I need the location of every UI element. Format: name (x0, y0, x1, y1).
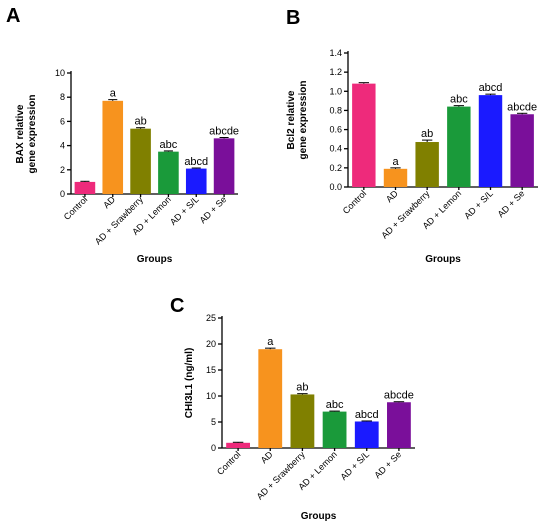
y-tick-label: 1.2 (329, 67, 342, 77)
category-label: Control (215, 449, 243, 477)
y-axis-title: BAX relative (15, 104, 26, 163)
y-tick-label: 5 (211, 417, 216, 427)
y-tick-label: 15 (206, 365, 216, 375)
bar (354, 421, 379, 448)
category-label: AD (259, 449, 275, 465)
significance-label: abcde (209, 125, 239, 137)
y-tick-label: 0.4 (329, 144, 342, 154)
chart-bcl2: 0.0 0.2 0.4 0.6 0.8 1.0 1.2 1.4 Control a AD ab AD +… (286, 48, 538, 265)
significance-label: abcd (355, 409, 379, 421)
category-label: AD + Se (198, 194, 229, 225)
bar (258, 349, 283, 448)
y-tick-label: 10 (55, 68, 65, 78)
x-axis-title: Groups (425, 254, 461, 265)
category-label: AD + S/L (462, 188, 495, 221)
category-label: AD (101, 194, 117, 210)
significance-label: a (267, 336, 274, 348)
bar (352, 83, 376, 187)
bar (322, 411, 347, 448)
significance-label: abcde (507, 101, 537, 113)
bar (290, 394, 315, 448)
bar (510, 114, 534, 187)
y-tick-label: 0.2 (329, 163, 342, 173)
y-tick-label: 6 (60, 116, 65, 126)
significance-label: a (392, 156, 399, 168)
panel-c-letter: C (170, 295, 184, 317)
bar (74, 181, 96, 194)
y-tick-label: 0 (60, 189, 65, 199)
y-tick-label: 0.6 (329, 125, 342, 135)
x-axis-title: Groups (137, 254, 173, 265)
y-tick-label: 8 (60, 92, 65, 102)
category-label: AD + Se (372, 449, 403, 480)
category-label: Control (62, 194, 90, 222)
y-axis-title: gene expression (27, 95, 38, 174)
significance-label: abc (326, 399, 344, 411)
bar (158, 151, 179, 194)
significance-label: abcd (184, 156, 208, 168)
y-axis-title: gene expression (298, 81, 309, 160)
panel-b-letter: B (286, 7, 300, 29)
significance-label: a (110, 88, 117, 100)
y-tick-label: 25 (206, 313, 216, 323)
bar (226, 442, 250, 448)
y-tick-label: 1.0 (329, 86, 342, 96)
bar (447, 106, 471, 187)
y-tick-label: 0.0 (329, 182, 342, 192)
bar (102, 100, 124, 194)
significance-label: ab (134, 116, 146, 128)
bar (213, 138, 235, 194)
category-label: AD (384, 188, 400, 204)
panel-a-letter: A (6, 5, 20, 27)
bar (383, 168, 408, 187)
category-label: AD + Srawberry (93, 194, 146, 247)
y-axis-title: CHI3L1 (ng/ml) (184, 348, 195, 419)
category-label: AD + Se (496, 188, 527, 219)
significance-label: abc (450, 94, 468, 106)
y-tick-label: 2 (60, 165, 65, 175)
y-tick-label: 1.4 (329, 48, 342, 58)
y-axis-title: Bcl2 relative (286, 90, 297, 149)
y-tick-label: 20 (206, 339, 216, 349)
significance-label: abcde (384, 390, 414, 402)
category-label: AD + S/L (168, 194, 201, 227)
category-label: AD + S/L (338, 449, 371, 482)
bar (478, 95, 503, 187)
bar (130, 128, 151, 194)
significance-label: abcd (479, 82, 503, 94)
category-label: Control (341, 188, 369, 216)
y-tick-label: 0 (211, 443, 216, 453)
bar (387, 402, 411, 448)
y-tick-label: 4 (60, 141, 65, 151)
significance-label: ab (421, 128, 433, 140)
x-axis-title: Groups (301, 511, 337, 522)
y-tick-label: 0.8 (329, 105, 342, 115)
chart-bax: 0 2 4 6 8 10 Control a AD ab AD + Srawberry abc AD +… (15, 68, 239, 265)
significance-label: abc (160, 139, 178, 151)
y-tick-label: 10 (206, 391, 216, 401)
significance-label: ab (296, 382, 308, 394)
bar (415, 142, 439, 187)
bar (185, 168, 207, 194)
